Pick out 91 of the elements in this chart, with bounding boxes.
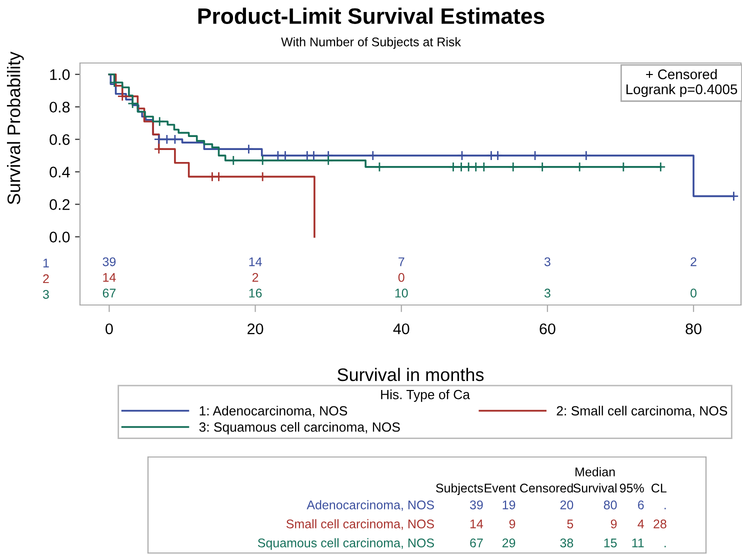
point — [537, 162, 548, 172]
x-tick-label: 60 — [540, 323, 556, 334]
point — [154, 116, 165, 127]
point — [302, 150, 312, 161]
category-label: 3 — [42, 290, 49, 299]
text: 2 — [252, 273, 258, 282]
point — [456, 150, 468, 161]
point — [323, 155, 334, 166]
point — [128, 98, 138, 109]
text: 67 — [470, 538, 483, 548]
y-tick-label: 0.0 — [50, 232, 70, 242]
point — [508, 162, 518, 172]
text: 19 — [502, 500, 516, 510]
point — [280, 150, 290, 161]
point — [470, 162, 481, 172]
text: 20 — [560, 500, 574, 510]
x-tick-label: 40 — [393, 323, 410, 334]
point — [478, 162, 489, 172]
text: 9 — [509, 520, 516, 528]
point — [456, 162, 466, 172]
category-label: 1 — [43, 258, 49, 268]
text: 7 — [398, 257, 404, 266]
y-tick-label: 0.4 — [50, 166, 70, 178]
text: . — [664, 546, 666, 548]
point — [530, 150, 540, 161]
text: 29 — [502, 538, 516, 548]
text: 80 — [604, 500, 617, 510]
category-label: 95% — [620, 484, 644, 493]
category-label: Small cell carcinoma, NOS — [286, 519, 434, 530]
legend-label: 2: Small cell carcinoma, NOS — [556, 406, 728, 418]
text: 39 — [470, 500, 483, 510]
text: . — [664, 508, 666, 510]
text: 14 — [103, 273, 116, 282]
text: 10 — [395, 288, 408, 298]
legend-label: 3: Squamous cell carcinoma, NOS — [199, 422, 400, 434]
point — [448, 162, 458, 172]
text: 3 — [544, 257, 550, 266]
x-tick-label: 20 — [248, 323, 264, 334]
text: 11 — [632, 538, 644, 548]
text: 14 — [249, 257, 262, 266]
point — [581, 150, 592, 161]
text: 6 — [638, 500, 644, 510]
point — [492, 150, 503, 161]
category-label: Censored — [520, 483, 573, 493]
annotation: + Censored Logrank p=0.4005 — [626, 69, 738, 97]
point — [228, 155, 238, 166]
text: 67 — [102, 288, 116, 298]
text: 0 — [398, 273, 404, 282]
category-label: 2 — [43, 274, 49, 284]
point — [308, 150, 319, 161]
text: 39 — [102, 257, 116, 266]
category-label: Event — [484, 484, 516, 493]
text: 16 — [249, 288, 262, 298]
text: 5 — [567, 520, 574, 528]
category-label: Squamous cell carcinoma, NOS — [258, 538, 434, 550]
text: 0 — [690, 288, 697, 298]
category-label: Median Survival — [573, 467, 616, 493]
y-axis-title: Survival Probability — [6, 52, 24, 204]
chart-subtitle: With Number of Subjects at Risk — [281, 37, 461, 49]
category-label: Subjects — [436, 483, 483, 495]
y-tick-label: 0.8 — [50, 102, 70, 113]
text: 4 — [638, 520, 644, 528]
point — [258, 155, 268, 166]
chart-title: Product-Limit Survival Estimates — [198, 8, 544, 24]
point — [374, 162, 385, 172]
text: 28 — [654, 520, 666, 528]
text: 9 — [610, 520, 617, 528]
point — [272, 150, 284, 161]
category-label: CL — [652, 484, 666, 493]
point — [486, 150, 496, 161]
y-tick-label: 0.6 — [50, 134, 70, 146]
y-tick-label: 1.0 — [50, 69, 70, 80]
x-tick-label: 0 — [106, 323, 113, 334]
point — [154, 144, 164, 154]
text: 15 — [604, 538, 617, 548]
legend-label: 1: Adenocarcinoma, NOS — [200, 406, 348, 418]
point — [368, 150, 378, 161]
text: 38 — [560, 538, 574, 548]
text: 3 — [544, 288, 550, 298]
text: 2 — [690, 257, 696, 266]
x-axis-title: Survival in months — [338, 368, 484, 382]
legend-title: His. Type of Ca — [381, 390, 470, 402]
y-tick-label: 0.2 — [50, 199, 70, 210]
point — [618, 162, 628, 172]
x-tick-label: 80 — [686, 323, 702, 334]
text: 14 — [470, 520, 484, 528]
point — [463, 162, 474, 172]
category-label: Adenocarcinoma, NOS — [306, 500, 434, 511]
point — [244, 144, 254, 154]
point — [574, 162, 585, 172]
point — [656, 162, 666, 172]
